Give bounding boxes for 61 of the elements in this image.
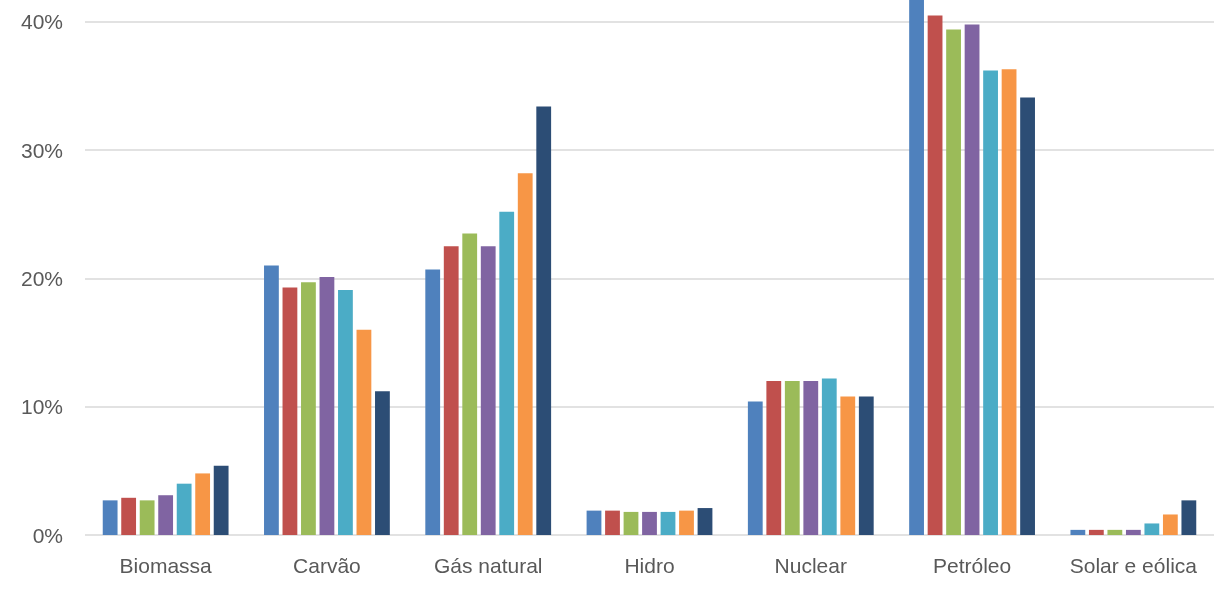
x-tick-label: Solar e eólica [1069, 554, 1198, 577]
x-tick-label: Biomassa [119, 554, 213, 577]
bar [964, 24, 980, 535]
bar [338, 289, 353, 535]
bar [766, 381, 782, 535]
bar [282, 287, 298, 535]
y-tick-label: 10% [20, 395, 63, 419]
bar [1181, 500, 1197, 535]
bar [102, 500, 118, 535]
bar [195, 473, 211, 535]
bar [1125, 529, 1141, 535]
bar [623, 511, 639, 535]
bar [1088, 529, 1104, 535]
bar [375, 391, 390, 535]
bar [301, 282, 316, 535]
bar [1162, 514, 1178, 535]
bar [840, 396, 856, 535]
bar [803, 381, 819, 535]
y-tick-label: 20% [20, 266, 63, 290]
x-tick-label: Hidro [624, 554, 675, 577]
bar [536, 106, 552, 535]
bar [586, 510, 602, 535]
bar [213, 465, 229, 535]
bar [462, 233, 478, 535]
bar [946, 29, 961, 535]
bar [605, 510, 620, 535]
bar [1070, 529, 1086, 535]
bar [480, 246, 496, 535]
bar [139, 500, 155, 535]
bar [747, 401, 763, 535]
bar [858, 396, 874, 535]
bar [1144, 523, 1160, 535]
bar [158, 495, 174, 535]
bar [176, 483, 192, 535]
x-tick-label: Nuclear [774, 554, 847, 577]
bar [319, 277, 335, 535]
bar [264, 265, 279, 535]
x-tick-label: Carvão [293, 554, 361, 577]
bar [983, 70, 998, 535]
bar [121, 497, 137, 535]
bar [1020, 97, 1035, 535]
y-tick-label: 30% [20, 138, 63, 162]
bar [784, 381, 800, 535]
bar [499, 211, 515, 535]
bar [1107, 529, 1123, 535]
x-tick-label: Petróleo [932, 554, 1012, 577]
bar [821, 378, 837, 535]
bar [909, 0, 924, 535]
x-tick-label: Gás natural [433, 554, 543, 577]
bar [1001, 69, 1017, 535]
y-tick-label: 40% [20, 10, 63, 34]
bar [642, 511, 657, 535]
bar [660, 511, 676, 535]
bar [425, 269, 441, 535]
bar [927, 15, 943, 535]
y-tick-label: 0% [32, 523, 63, 547]
bar [697, 508, 713, 535]
bar [443, 246, 459, 535]
bar [356, 329, 372, 535]
bar [679, 510, 694, 535]
bar [517, 173, 533, 535]
